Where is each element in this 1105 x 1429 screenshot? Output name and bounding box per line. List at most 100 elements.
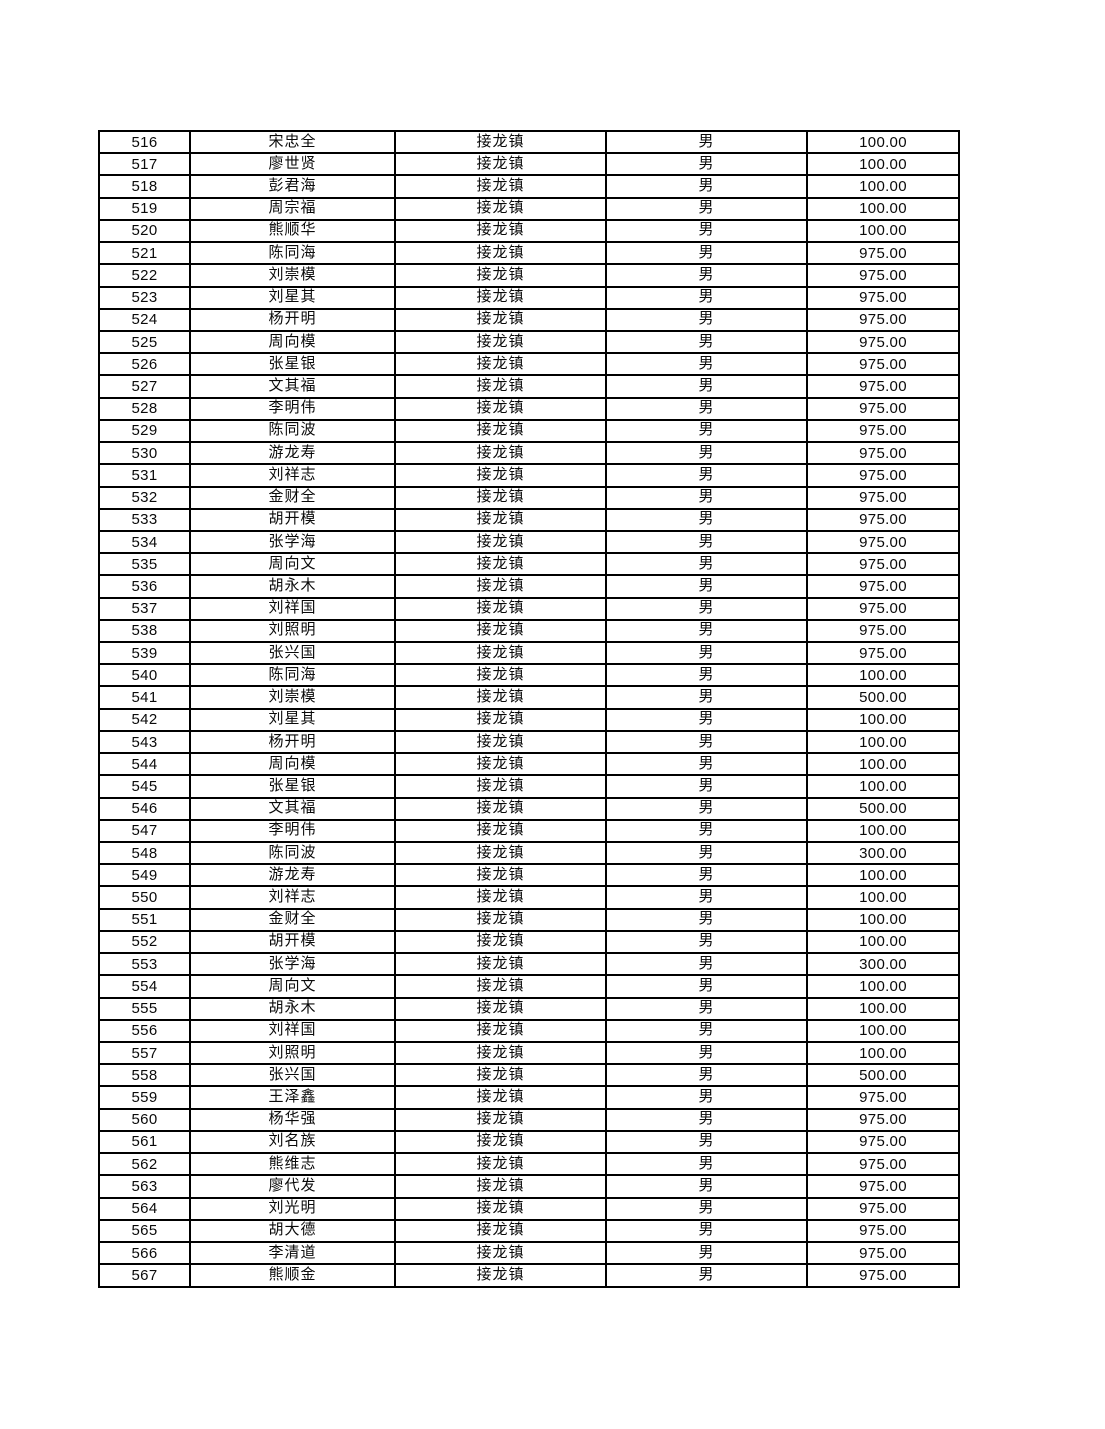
name-cell: 彭君海 (189, 174, 396, 199)
gender-cell: 男 (605, 685, 808, 710)
serial-number-cell: 525 (98, 329, 191, 355)
amount-cell: 975.00 (806, 329, 960, 355)
name-cell: 胡开模 (189, 929, 396, 955)
serial-number-cell: 523 (98, 285, 191, 310)
gender-cell: 男 (605, 485, 808, 510)
town-cell: 接龙镇 (394, 463, 607, 488)
amount-cell: 100.00 (806, 929, 960, 955)
amount-cell: 500.00 (806, 1063, 960, 1088)
name-cell: 杨华强 (189, 1107, 396, 1132)
name-cell: 廖世贤 (189, 152, 396, 177)
serial-number-cell: 524 (98, 307, 191, 332)
serial-number-cell: 563 (98, 1174, 191, 1199)
gender-cell: 男 (605, 374, 808, 399)
table-row: 517 廖世贤 接龙镇 男 100.00 (98, 152, 960, 177)
serial-number-cell: 560 (98, 1107, 191, 1132)
gender-cell: 男 (605, 441, 808, 466)
name-cell: 张星银 (189, 352, 396, 377)
town-cell: 接龙镇 (394, 907, 607, 932)
table-row: 537 刘祥国 接龙镇 男 975.00 (98, 596, 960, 621)
gender-cell: 男 (605, 263, 808, 288)
serial-number-cell: 546 (98, 796, 191, 821)
gender-cell: 男 (605, 1085, 808, 1110)
amount-cell: 100.00 (806, 729, 960, 755)
amount-cell: 100.00 (806, 774, 960, 799)
table-row: 561 刘名族 接龙镇 男 975.00 (98, 1129, 960, 1155)
town-cell: 接龙镇 (394, 507, 607, 532)
gender-cell: 男 (605, 863, 808, 888)
name-cell: 游龙寿 (189, 863, 396, 888)
name-cell: 李明伟 (189, 818, 396, 844)
gender-cell: 男 (605, 707, 808, 732)
amount-cell: 975.00 (806, 441, 960, 466)
town-cell: 接龙镇 (394, 485, 607, 510)
table-row: 538 刘照明 接龙镇 男 975.00 (98, 618, 960, 644)
town-cell: 接龙镇 (394, 263, 607, 288)
name-cell: 熊维志 (189, 1152, 396, 1177)
serial-number-cell: 516 (98, 129, 191, 155)
gender-cell: 男 (605, 974, 808, 999)
name-cell: 胡永木 (189, 996, 396, 1021)
gender-cell: 男 (605, 996, 808, 1021)
serial-number-cell: 529 (98, 418, 191, 444)
table-row: 563 廖代发 接龙镇 男 975.00 (98, 1174, 960, 1199)
serial-number-cell: 565 (98, 1218, 191, 1243)
gender-cell: 男 (605, 1018, 808, 1043)
town-cell: 接龙镇 (394, 1152, 607, 1177)
table-row: 523 刘星其 接龙镇 男 975.00 (98, 285, 960, 310)
table-row: 566 李清道 接龙镇 男 975.00 (98, 1240, 960, 1266)
serial-number-cell: 553 (98, 952, 191, 977)
name-cell: 周向文 (189, 552, 396, 577)
name-cell: 张星银 (189, 774, 396, 799)
serial-number-cell: 537 (98, 596, 191, 621)
amount-cell: 500.00 (806, 685, 960, 710)
table-row: 532 金财全 接龙镇 男 975.00 (98, 485, 960, 510)
serial-number-cell: 556 (98, 1018, 191, 1043)
serial-number-cell: 522 (98, 263, 191, 288)
town-cell: 接龙镇 (394, 574, 607, 599)
amount-cell: 975.00 (806, 596, 960, 621)
amount-cell: 100.00 (806, 1018, 960, 1043)
name-cell: 金财全 (189, 907, 396, 932)
table-row: 558 张兴国 接龙镇 男 500.00 (98, 1063, 960, 1088)
town-cell: 接龙镇 (394, 129, 607, 155)
name-cell: 刘祥志 (189, 885, 396, 910)
gender-cell: 男 (605, 329, 808, 355)
table-row: 530 游龙寿 接龙镇 男 975.00 (98, 441, 960, 466)
amount-cell: 975.00 (806, 618, 960, 644)
town-cell: 接龙镇 (394, 1240, 607, 1266)
town-cell: 接龙镇 (394, 374, 607, 399)
town-cell: 接龙镇 (394, 241, 607, 266)
serial-number-cell: 533 (98, 507, 191, 532)
table-row: 562 熊维志 接龙镇 男 975.00 (98, 1152, 960, 1177)
amount-cell: 975.00 (806, 1085, 960, 1110)
table-row: 564 刘光明 接龙镇 男 975.00 (98, 1196, 960, 1221)
serial-number-cell: 554 (98, 974, 191, 999)
name-cell: 胡开模 (189, 507, 396, 532)
serial-number-cell: 532 (98, 485, 191, 510)
amount-cell: 975.00 (806, 529, 960, 555)
serial-number-cell: 564 (98, 1196, 191, 1221)
serial-number-cell: 558 (98, 1063, 191, 1088)
town-cell: 接龙镇 (394, 641, 607, 666)
amount-cell: 975.00 (806, 374, 960, 399)
table-row: 536 胡永木 接龙镇 男 975.00 (98, 574, 960, 599)
amount-cell: 100.00 (806, 974, 960, 999)
table-row: 524 杨开明 接龙镇 男 975.00 (98, 307, 960, 332)
amount-cell: 975.00 (806, 552, 960, 577)
gender-cell: 男 (605, 307, 808, 332)
town-cell: 接龙镇 (394, 352, 607, 377)
serial-number-cell: 552 (98, 929, 191, 955)
town-cell: 接龙镇 (394, 1196, 607, 1221)
gender-cell: 男 (605, 1218, 808, 1243)
name-cell: 刘星其 (189, 285, 396, 310)
gender-cell: 男 (605, 796, 808, 821)
town-cell: 接龙镇 (394, 752, 607, 777)
name-cell: 陈同海 (189, 241, 396, 266)
table-row: 533 胡开模 接龙镇 男 975.00 (98, 507, 960, 532)
serial-number-cell: 544 (98, 752, 191, 777)
table-row: 548 陈同波 接龙镇 男 300.00 (98, 840, 960, 866)
gender-cell: 男 (605, 285, 808, 310)
gender-cell: 男 (605, 952, 808, 977)
